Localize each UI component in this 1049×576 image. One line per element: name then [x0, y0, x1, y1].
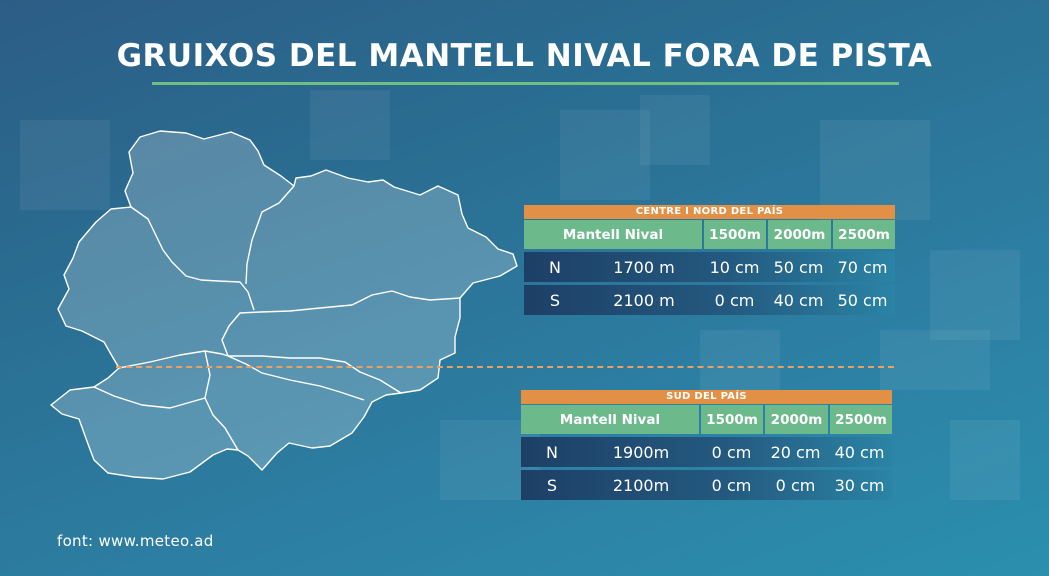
value-1500-cell: 10 cm	[709, 257, 760, 277]
altitude-cell: 1900m	[612, 442, 670, 462]
column-header-2000: 2000m	[768, 220, 831, 249]
value-2500-cell: 70 cm	[837, 257, 888, 277]
parish-borders	[93, 185, 461, 451]
value-2000-cell: 40 cm	[773, 290, 824, 310]
page-title: GRUIXOS DEL MANTELL NIVAL FORA DE PISTA	[116, 38, 933, 74]
orientation-cell: N	[549, 257, 561, 277]
column-header-mantell: Mantell Nival	[521, 405, 699, 434]
value-2500-cell: 40 cm	[834, 442, 885, 462]
column-header-2000: 2000m	[765, 405, 828, 434]
column-header-mantell: Mantell Nival	[524, 220, 702, 249]
north-south-divider	[116, 366, 894, 368]
altitude-cell: 2100m	[612, 475, 670, 495]
value-2000-cell: 20 cm	[770, 442, 821, 462]
table-row: N 1700 m 10 cm 50 cm 70 cm	[524, 252, 895, 282]
source-credit: font: www.meteo.ad	[57, 532, 214, 550]
value-1500-cell: 0 cm	[711, 475, 752, 495]
column-header-2500: 2500m	[830, 405, 892, 434]
value-1500-cell: 0 cm	[714, 290, 755, 310]
map-outline	[50, 130, 518, 480]
column-header-1500: 1500m	[701, 405, 763, 434]
orientation-cell: N	[546, 442, 558, 462]
table-row: S 2100m 0 cm 0 cm 30 cm	[521, 470, 892, 500]
table-column-headers: Mantell Nival 1500m 2000m 2500m	[521, 405, 892, 434]
column-header-2500: 2500m	[833, 220, 895, 249]
altitude-cell: 1700 m	[613, 257, 675, 277]
title-underline	[152, 82, 899, 85]
table-row: S 2100 m 0 cm 40 cm 50 cm	[524, 285, 895, 315]
column-header-1500: 1500m	[704, 220, 766, 249]
value-2000-cell: 50 cm	[773, 257, 824, 277]
orientation-cell: S	[546, 475, 558, 495]
orientation-cell: S	[549, 290, 561, 310]
altitude-cell: 2100 m	[613, 290, 675, 310]
table-centre-nord: CENTRE I NORD DEL PAÍS Mantell Nival 150…	[524, 205, 895, 315]
table-region-header: CENTRE I NORD DEL PAÍS	[524, 205, 895, 219]
value-2500-cell: 30 cm	[834, 475, 885, 495]
value-2500-cell: 50 cm	[837, 290, 888, 310]
table-row: N 1900m 0 cm 20 cm 40 cm	[521, 437, 892, 467]
value-2000-cell: 0 cm	[775, 475, 816, 495]
table-column-headers: Mantell Nival 1500m 2000m 2500m	[524, 220, 895, 249]
table-region-header: SUD DEL PAÍS	[521, 390, 892, 404]
value-1500-cell: 0 cm	[711, 442, 752, 462]
table-sud: SUD DEL PAÍS Mantell Nival 1500m 2000m 2…	[521, 390, 892, 500]
